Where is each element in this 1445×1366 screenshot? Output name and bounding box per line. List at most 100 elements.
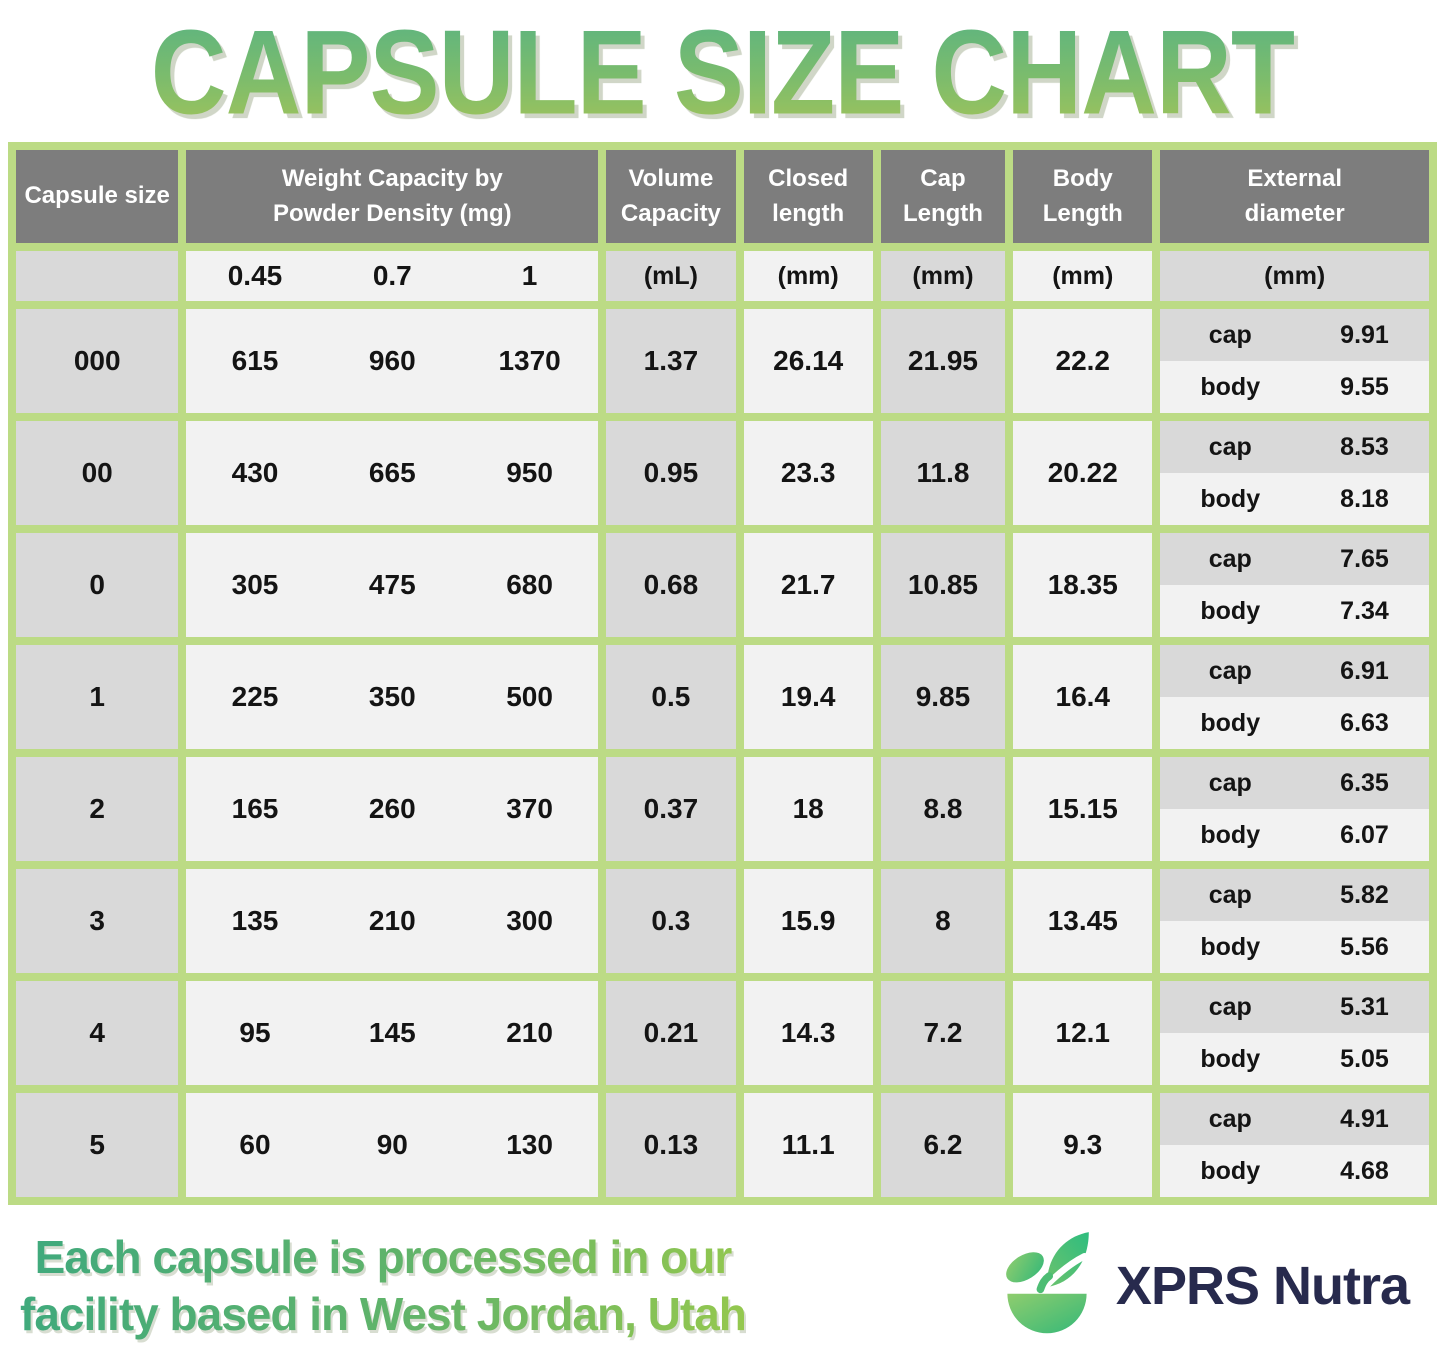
cell-weight-capacities: 615 960 1370 bbox=[186, 309, 599, 413]
weight-value: 950 bbox=[506, 457, 553, 488]
body-label: body bbox=[1200, 708, 1261, 737]
external-body-row: body 8.18 bbox=[1160, 473, 1429, 525]
external-cap-row: cap 4.91 bbox=[1160, 1093, 1429, 1145]
units-body: (mm) bbox=[1013, 251, 1153, 301]
cap-label: cap bbox=[1208, 880, 1252, 909]
cell-closed-length: 11.1 bbox=[743, 1093, 873, 1197]
header-line: Capsule size bbox=[24, 182, 170, 210]
weight-value: 135 bbox=[231, 905, 279, 936]
header-volume-capacity: Volume Capacity bbox=[606, 150, 736, 243]
external-body-row: body 7.34 bbox=[1160, 585, 1429, 637]
cell-volume: 0.3 bbox=[606, 869, 736, 973]
header-line: Length bbox=[902, 199, 983, 227]
header-line: Body bbox=[1052, 164, 1113, 192]
cap-label: cap bbox=[1208, 992, 1252, 1021]
cell-capsule-size: 3 bbox=[16, 869, 179, 973]
header-line: Weight Capacity by bbox=[281, 164, 503, 192]
cell-external-diameter: cap 5.31 body 5.05 bbox=[1160, 981, 1429, 1085]
body-diameter-value: 6.07 bbox=[1340, 820, 1389, 849]
cell-closed-length: 26.14 bbox=[743, 309, 873, 413]
weight-value: 165 bbox=[231, 793, 279, 824]
cell-volume: 0.68 bbox=[606, 533, 736, 637]
cell-cap-length: 7.2 bbox=[880, 981, 1006, 1085]
cell-body-length: 18.35 bbox=[1013, 533, 1153, 637]
header-cap-length: Cap Length bbox=[880, 150, 1006, 243]
cell-weight-capacities: 430 665 950 bbox=[186, 421, 599, 525]
weight-value: 960 bbox=[368, 345, 416, 376]
cell-body-length: 15.15 bbox=[1013, 757, 1153, 861]
cell-external-diameter: cap 6.91 body 6.63 bbox=[1160, 645, 1429, 749]
cell-weight-capacities: 95 145 210 bbox=[186, 981, 599, 1085]
header-closed-length: Closed length bbox=[743, 150, 873, 243]
cell-capsule-size: 00 bbox=[16, 421, 179, 525]
cell-body-length: 22.2 bbox=[1013, 309, 1153, 413]
cell-weight-capacities: 165 260 370 bbox=[186, 757, 599, 861]
cell-closed-length: 23.3 bbox=[743, 421, 873, 525]
header-weight-capacity: Weight Capacity by Powder Density (mg) bbox=[186, 150, 599, 243]
header-external-diameter: External diameter bbox=[1160, 150, 1429, 243]
cap-diameter-value: 9.91 bbox=[1340, 320, 1389, 349]
cell-volume: 0.21 bbox=[606, 981, 736, 1085]
page-title: CAPSULE SIZE CHART bbox=[151, 0, 1295, 142]
weight-value: 95 bbox=[239, 1017, 271, 1048]
weight-value: 430 bbox=[231, 457, 279, 488]
cell-capsule-size: 1 bbox=[16, 645, 179, 749]
cell-weight-capacities: 305 475 680 bbox=[186, 533, 599, 637]
units-densities: 0.45 0.7 1 bbox=[186, 251, 599, 301]
weight-value: 615 bbox=[231, 345, 279, 376]
cap-label: cap bbox=[1208, 320, 1252, 349]
cell-volume: 0.37 bbox=[606, 757, 736, 861]
cap-diameter-value: 5.31 bbox=[1340, 992, 1389, 1021]
weight-value: 130 bbox=[506, 1129, 553, 1160]
body-diameter-value: 6.63 bbox=[1340, 708, 1389, 737]
weight-value: 680 bbox=[506, 569, 553, 600]
tagline-line-1: Each capsule is processed in our bbox=[34, 1231, 732, 1284]
weight-value: 260 bbox=[368, 793, 416, 824]
cell-closed-length: 19.4 bbox=[743, 645, 873, 749]
cell-body-length: 16.4 bbox=[1013, 645, 1153, 749]
cell-weight-capacities: 60 90 130 bbox=[186, 1093, 599, 1197]
weight-value: 300 bbox=[506, 905, 553, 936]
header-line: External bbox=[1247, 164, 1343, 192]
body-label: body bbox=[1200, 1044, 1261, 1073]
cap-label: cap bbox=[1208, 1104, 1252, 1133]
cell-closed-length: 21.7 bbox=[743, 533, 873, 637]
body-diameter-value: 5.56 bbox=[1340, 932, 1389, 961]
header-body-length: Body Length bbox=[1013, 150, 1153, 243]
cap-diameter-value: 6.35 bbox=[1340, 768, 1389, 797]
body-label: body bbox=[1200, 1156, 1261, 1185]
cell-external-diameter: cap 9.91 body 9.55 bbox=[1160, 309, 1429, 413]
cell-body-length: 20.22 bbox=[1013, 421, 1153, 525]
body-label: body bbox=[1200, 372, 1261, 401]
cell-cap-length: 6.2 bbox=[880, 1093, 1006, 1197]
external-cap-row: cap 7.65 bbox=[1160, 533, 1429, 585]
header-line: Volume bbox=[628, 164, 714, 192]
header-line: Cap bbox=[920, 164, 966, 192]
cap-diameter-value: 5.82 bbox=[1340, 880, 1389, 909]
header-line: Capacity bbox=[620, 199, 721, 227]
cell-body-length: 12.1 bbox=[1013, 981, 1153, 1085]
external-body-row: body 6.07 bbox=[1160, 809, 1429, 861]
body-label: body bbox=[1200, 820, 1261, 849]
title-bar: CAPSULE SIZE CHART bbox=[0, 0, 1445, 142]
weight-value: 60 bbox=[239, 1129, 271, 1160]
cap-diameter-value: 4.91 bbox=[1340, 1104, 1389, 1133]
cell-cap-length: 8.8 bbox=[880, 757, 1006, 861]
cell-volume: 0.5 bbox=[606, 645, 736, 749]
external-body-row: body 9.55 bbox=[1160, 361, 1429, 413]
capsule-size-table: Capsule size Weight Capacity by Powder D… bbox=[8, 142, 1437, 1205]
weight-value: 225 bbox=[231, 681, 279, 712]
cell-closed-length: 14.3 bbox=[743, 981, 873, 1085]
header-line: Length bbox=[1042, 199, 1123, 227]
header-line: length bbox=[772, 199, 845, 227]
body-label: body bbox=[1200, 596, 1261, 625]
cell-weight-capacities: 135 210 300 bbox=[186, 869, 599, 973]
density-value: 1 bbox=[521, 260, 538, 291]
external-body-row: body 6.63 bbox=[1160, 697, 1429, 749]
external-cap-row: cap 8.53 bbox=[1160, 421, 1429, 473]
cell-closed-length: 18 bbox=[743, 757, 873, 861]
external-body-row: body 5.05 bbox=[1160, 1033, 1429, 1085]
cell-cap-length: 9.85 bbox=[880, 645, 1006, 749]
weight-value: 475 bbox=[368, 569, 416, 600]
units-capsule-size-empty bbox=[16, 251, 179, 301]
